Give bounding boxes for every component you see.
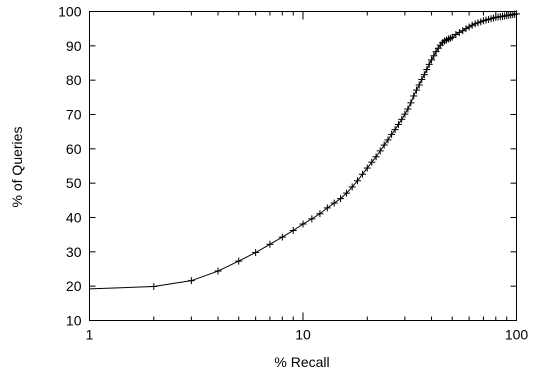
data-point <box>465 23 473 31</box>
y-tick-label: 40 <box>66 210 82 226</box>
y-tick-label: 20 <box>66 278 82 294</box>
data-point <box>468 21 476 29</box>
y-tick-label: 70 <box>66 107 82 123</box>
y-tick-label: 30 <box>66 244 82 260</box>
data-point <box>418 75 426 83</box>
data-point <box>354 177 362 185</box>
y-axis-title: % of Queries <box>9 127 25 208</box>
data-point <box>348 183 356 191</box>
ticks-layer <box>89 11 517 321</box>
data-point <box>278 233 286 241</box>
data-point <box>214 267 222 275</box>
x-tick-label: 100 <box>505 327 529 343</box>
y-tick-label: 90 <box>66 38 82 54</box>
data-point <box>363 164 371 172</box>
data-point <box>299 220 307 228</box>
data-point <box>376 147 384 155</box>
data-point <box>323 204 331 212</box>
data-point <box>398 115 406 123</box>
data-point <box>412 86 420 94</box>
data-point <box>425 60 433 68</box>
data-point <box>289 227 297 235</box>
plot-frame <box>89 11 517 321</box>
data-point <box>235 257 243 265</box>
data-point <box>404 105 412 113</box>
data-point <box>388 130 396 138</box>
x-tick-label: 10 <box>295 327 311 343</box>
data-point <box>401 110 409 118</box>
data-point <box>407 99 415 107</box>
series-line <box>89 13 517 290</box>
data-point <box>316 210 324 218</box>
data-point <box>368 158 376 166</box>
data-point <box>420 71 428 79</box>
data-point <box>384 136 392 144</box>
data-point <box>428 56 436 64</box>
data-point <box>330 199 338 207</box>
y-tick-label: 10 <box>66 313 82 329</box>
data-point <box>462 25 470 33</box>
data-point <box>359 170 367 178</box>
data-point <box>455 28 463 36</box>
y-tick-label: 100 <box>58 4 82 20</box>
data-point <box>337 195 345 203</box>
data-point <box>380 141 388 149</box>
y-tick-label: 80 <box>66 72 82 88</box>
data-point <box>150 283 158 291</box>
data-point <box>343 189 351 197</box>
y-tick-label: 50 <box>66 175 82 191</box>
data-point <box>266 240 274 248</box>
data-point <box>410 92 418 100</box>
x-tick-label: 1 <box>86 327 94 343</box>
data-point <box>430 52 438 60</box>
data-point <box>415 81 423 89</box>
data-point <box>372 153 380 161</box>
data-point <box>308 215 316 223</box>
data-point <box>187 277 195 285</box>
data-point <box>471 20 479 28</box>
data-point <box>391 126 399 134</box>
data-point <box>448 33 456 41</box>
data-points <box>150 10 520 291</box>
data-point <box>394 120 402 128</box>
data-point <box>252 249 260 257</box>
x-axis-title: % Recall <box>274 354 329 370</box>
data-point <box>423 66 431 74</box>
y-tick-label: 60 <box>66 141 82 157</box>
